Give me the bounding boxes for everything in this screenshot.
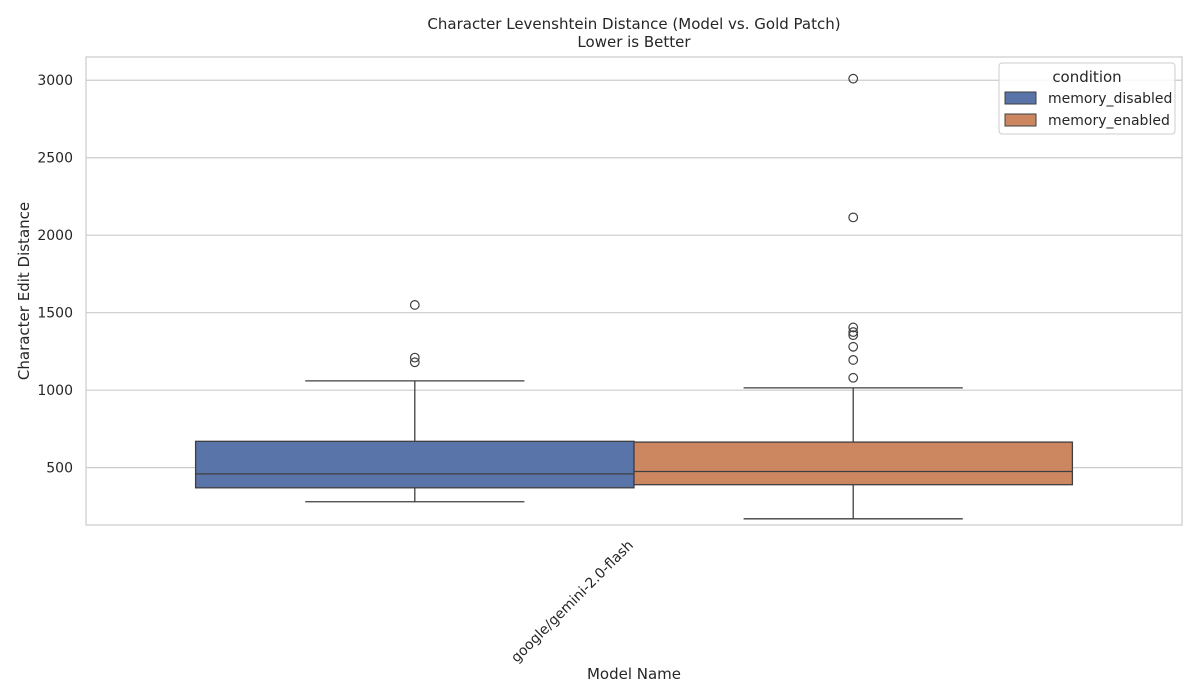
y-tick-label-500: 500 [46, 461, 73, 477]
legend-swatch-memory-enabled [1004, 113, 1037, 127]
y-tick-label-2000: 2000 [37, 228, 73, 244]
x-axis-label: Model Name [587, 665, 681, 683]
outlier-point [848, 322, 859, 333]
y-tick-labels: 500 1000 1500 2000 2500 3000 [37, 73, 73, 476]
outlier-point [848, 341, 859, 352]
outlier-point [848, 327, 859, 337]
outlier-point [848, 372, 859, 383]
outlier-point [848, 73, 859, 84]
outlier-point [848, 355, 859, 365]
legend-label-memory-enabled: memory_enabled [1048, 113, 1170, 129]
legend-swatch-memory-disabled [1004, 91, 1037, 105]
legend-label-memory-disabled: memory_disabled [1048, 91, 1172, 107]
box-group-memory-disabled [194, 300, 635, 503]
legend-title: condition [1052, 68, 1121, 86]
y-tick-label-2500: 2500 [37, 151, 73, 167]
outlier-point [409, 300, 420, 310]
chart-subtitle: Lower is Better [577, 33, 691, 51]
outlier-point [848, 212, 859, 223]
y-tick-label-1000: 1000 [37, 383, 73, 399]
box-iqr [194, 440, 635, 489]
outlier-point [409, 352, 420, 363]
box-group-memory-enabled [633, 73, 1074, 520]
outlier-point [409, 357, 420, 368]
legend: condition memory_disabled memory_enabled [998, 62, 1176, 135]
y-tick-label-3000: 3000 [37, 73, 73, 89]
chart-title: Character Levenshtein Distance (Model vs… [427, 15, 840, 33]
x-tick-label: google/gemini-2.0-flash [508, 538, 637, 667]
boxes [194, 73, 1074, 520]
outlier-point [848, 330, 859, 341]
legend-frame [998, 62, 1176, 135]
plot-frame [85, 56, 1183, 526]
y-axis-label: Character Edit Distance [15, 202, 33, 380]
y-tick-label-1500: 1500 [37, 306, 73, 322]
box-iqr [633, 441, 1074, 486]
x-tick-labels: google/gemini-2.0-flash [508, 538, 637, 667]
